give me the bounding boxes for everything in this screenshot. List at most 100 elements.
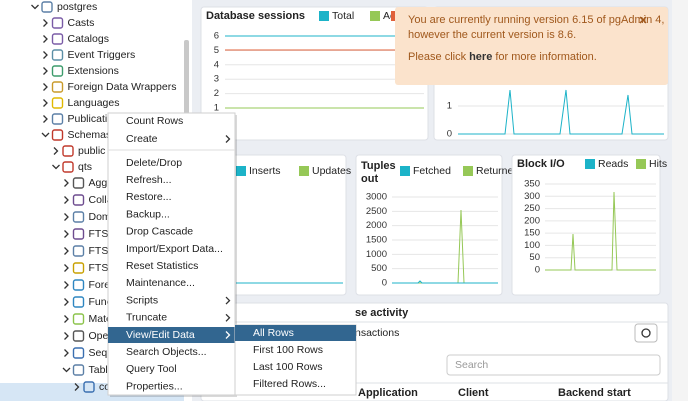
chevron xyxy=(225,313,231,322)
close-icon[interactable] xyxy=(639,16,647,24)
menu-item[interactable]: Truncate xyxy=(126,312,167,324)
menu-item[interactable]: Properties... xyxy=(126,380,183,392)
tree-item[interactable]: Func xyxy=(89,296,112,308)
menu-item[interactable]: Restore... xyxy=(126,191,172,203)
menu-item[interactable]: Import/Export Data... xyxy=(126,243,223,255)
tree-item[interactable]: Schemas ( xyxy=(68,129,119,141)
tree-item[interactable]: Forei xyxy=(89,279,113,291)
y-tick-label: 0 xyxy=(382,278,387,289)
y-tick-label: 6 xyxy=(214,31,219,42)
y-tick-label: 350 xyxy=(524,179,540,190)
submenu-item[interactable]: First 100 Rows xyxy=(253,344,323,356)
series-line xyxy=(458,89,664,135)
tree-item[interactable]: Dom xyxy=(89,211,111,223)
y-tick-label: 100 xyxy=(524,240,540,251)
tree-item[interactable]: Casts xyxy=(68,17,95,29)
tree-item[interactable]: Oper xyxy=(89,330,113,342)
y-tick-label: 5 xyxy=(214,45,219,56)
refresh-button[interactable] xyxy=(634,323,658,343)
context-menu xyxy=(107,112,236,396)
menu-item[interactable]: Create xyxy=(126,133,158,145)
chevron xyxy=(74,383,80,391)
tree-icon xyxy=(83,381,95,393)
menu-item[interactable]: Delete/Drop xyxy=(126,157,182,169)
chevron xyxy=(43,67,48,75)
legend-label: Fetched xyxy=(413,165,451,177)
tree-icon xyxy=(72,177,85,189)
tree-icon xyxy=(51,33,64,45)
column-header: Application xyxy=(358,387,418,399)
tree-item[interactable]: Aggr xyxy=(89,177,112,189)
tree-item[interactable]: Colla xyxy=(89,194,113,206)
menu-item[interactable]: Maintenance... xyxy=(126,277,195,289)
column-header: Backend start xyxy=(558,387,631,399)
submenu-item[interactable]: Last 100 Rows xyxy=(253,361,322,373)
legend-label: Hits xyxy=(649,158,667,170)
legend-swatch xyxy=(370,11,380,21)
menu-item[interactable]: Search Objects... xyxy=(126,346,207,358)
tree-item[interactable]: postgres xyxy=(57,1,97,13)
tree-item[interactable]: Tabl xyxy=(89,364,108,376)
search-box[interactable] xyxy=(446,354,661,376)
tree-icon xyxy=(51,81,64,93)
tree-icon xyxy=(51,113,64,125)
notification xyxy=(395,7,668,85)
tree-icon xyxy=(51,129,64,141)
menu-item[interactable]: Reset Statistics xyxy=(126,260,198,272)
panel-title: se activity xyxy=(355,307,409,319)
legend-swatch xyxy=(585,159,595,169)
tree-item[interactable]: Foreign Data Wrappers xyxy=(68,81,177,93)
submenu-item[interactable]: Filtered Rows... xyxy=(253,378,326,390)
legend-swatch xyxy=(463,166,473,176)
tree-item[interactable]: Languages xyxy=(68,97,120,109)
notification-text: You are currently running version 6.15 o… xyxy=(408,14,664,26)
tree-item[interactable]: public xyxy=(78,145,105,157)
tree-item[interactable]: FTS xyxy=(89,262,109,274)
chevron xyxy=(43,83,48,91)
tree-icon xyxy=(72,364,85,376)
y-tick-label: 0 xyxy=(447,129,452,140)
menu-item[interactable]: Query Tool xyxy=(126,363,177,375)
y-tick-label: 50 xyxy=(529,252,540,263)
chevron xyxy=(64,281,69,289)
chevron xyxy=(41,132,50,138)
tree-item[interactable]: Sequ xyxy=(89,347,114,359)
legend-label: Updates xyxy=(312,165,351,177)
tree-icon xyxy=(72,296,85,308)
chevron xyxy=(43,99,48,107)
y-tick-label: 250 xyxy=(524,203,540,214)
tab[interactable]: nsactions xyxy=(355,327,399,339)
menu-item[interactable]: Count Rows xyxy=(126,115,183,127)
legend-swatch xyxy=(400,166,410,176)
tree-icon xyxy=(72,347,85,359)
menu-item[interactable]: Drop Cascade xyxy=(126,226,193,238)
tree-item[interactable]: FTS xyxy=(89,228,109,240)
tree-item[interactable]: co xyxy=(99,381,110,393)
menu-item[interactable]: View/Edit Data xyxy=(126,329,195,341)
legend-label: Inserts xyxy=(249,165,281,177)
chevron xyxy=(52,164,60,170)
submenu-item[interactable]: All Rows xyxy=(253,327,294,339)
chevron xyxy=(64,196,69,204)
tree-icon xyxy=(51,17,64,29)
tree-item[interactable]: Extensions xyxy=(68,65,119,77)
menu-item[interactable]: Backup... xyxy=(126,208,170,220)
menu-item[interactable]: Scripts xyxy=(126,294,158,306)
menu-item[interactable]: Refresh... xyxy=(126,174,172,186)
y-tick-label: 2 xyxy=(214,88,219,99)
notification-text: however the current version is 8.6. xyxy=(408,29,576,41)
tree-item[interactable]: Event Triggers xyxy=(68,49,136,61)
tree-item[interactable]: Catalogs xyxy=(68,33,109,45)
chevron xyxy=(64,179,69,187)
notification-link[interactable]: here xyxy=(469,51,492,63)
chevron xyxy=(64,247,69,255)
tree-item[interactable]: qts xyxy=(78,161,92,173)
tree-icon xyxy=(72,228,85,240)
y-tick-label: 3000 xyxy=(366,192,387,203)
tree-item[interactable]: Publicatio xyxy=(68,113,114,125)
y-tick-label: 500 xyxy=(371,263,387,274)
chevron xyxy=(43,35,48,43)
chevron xyxy=(225,135,231,143)
tree-item[interactable]: Mate xyxy=(89,313,113,325)
tree-item[interactable]: FTS xyxy=(89,245,109,257)
